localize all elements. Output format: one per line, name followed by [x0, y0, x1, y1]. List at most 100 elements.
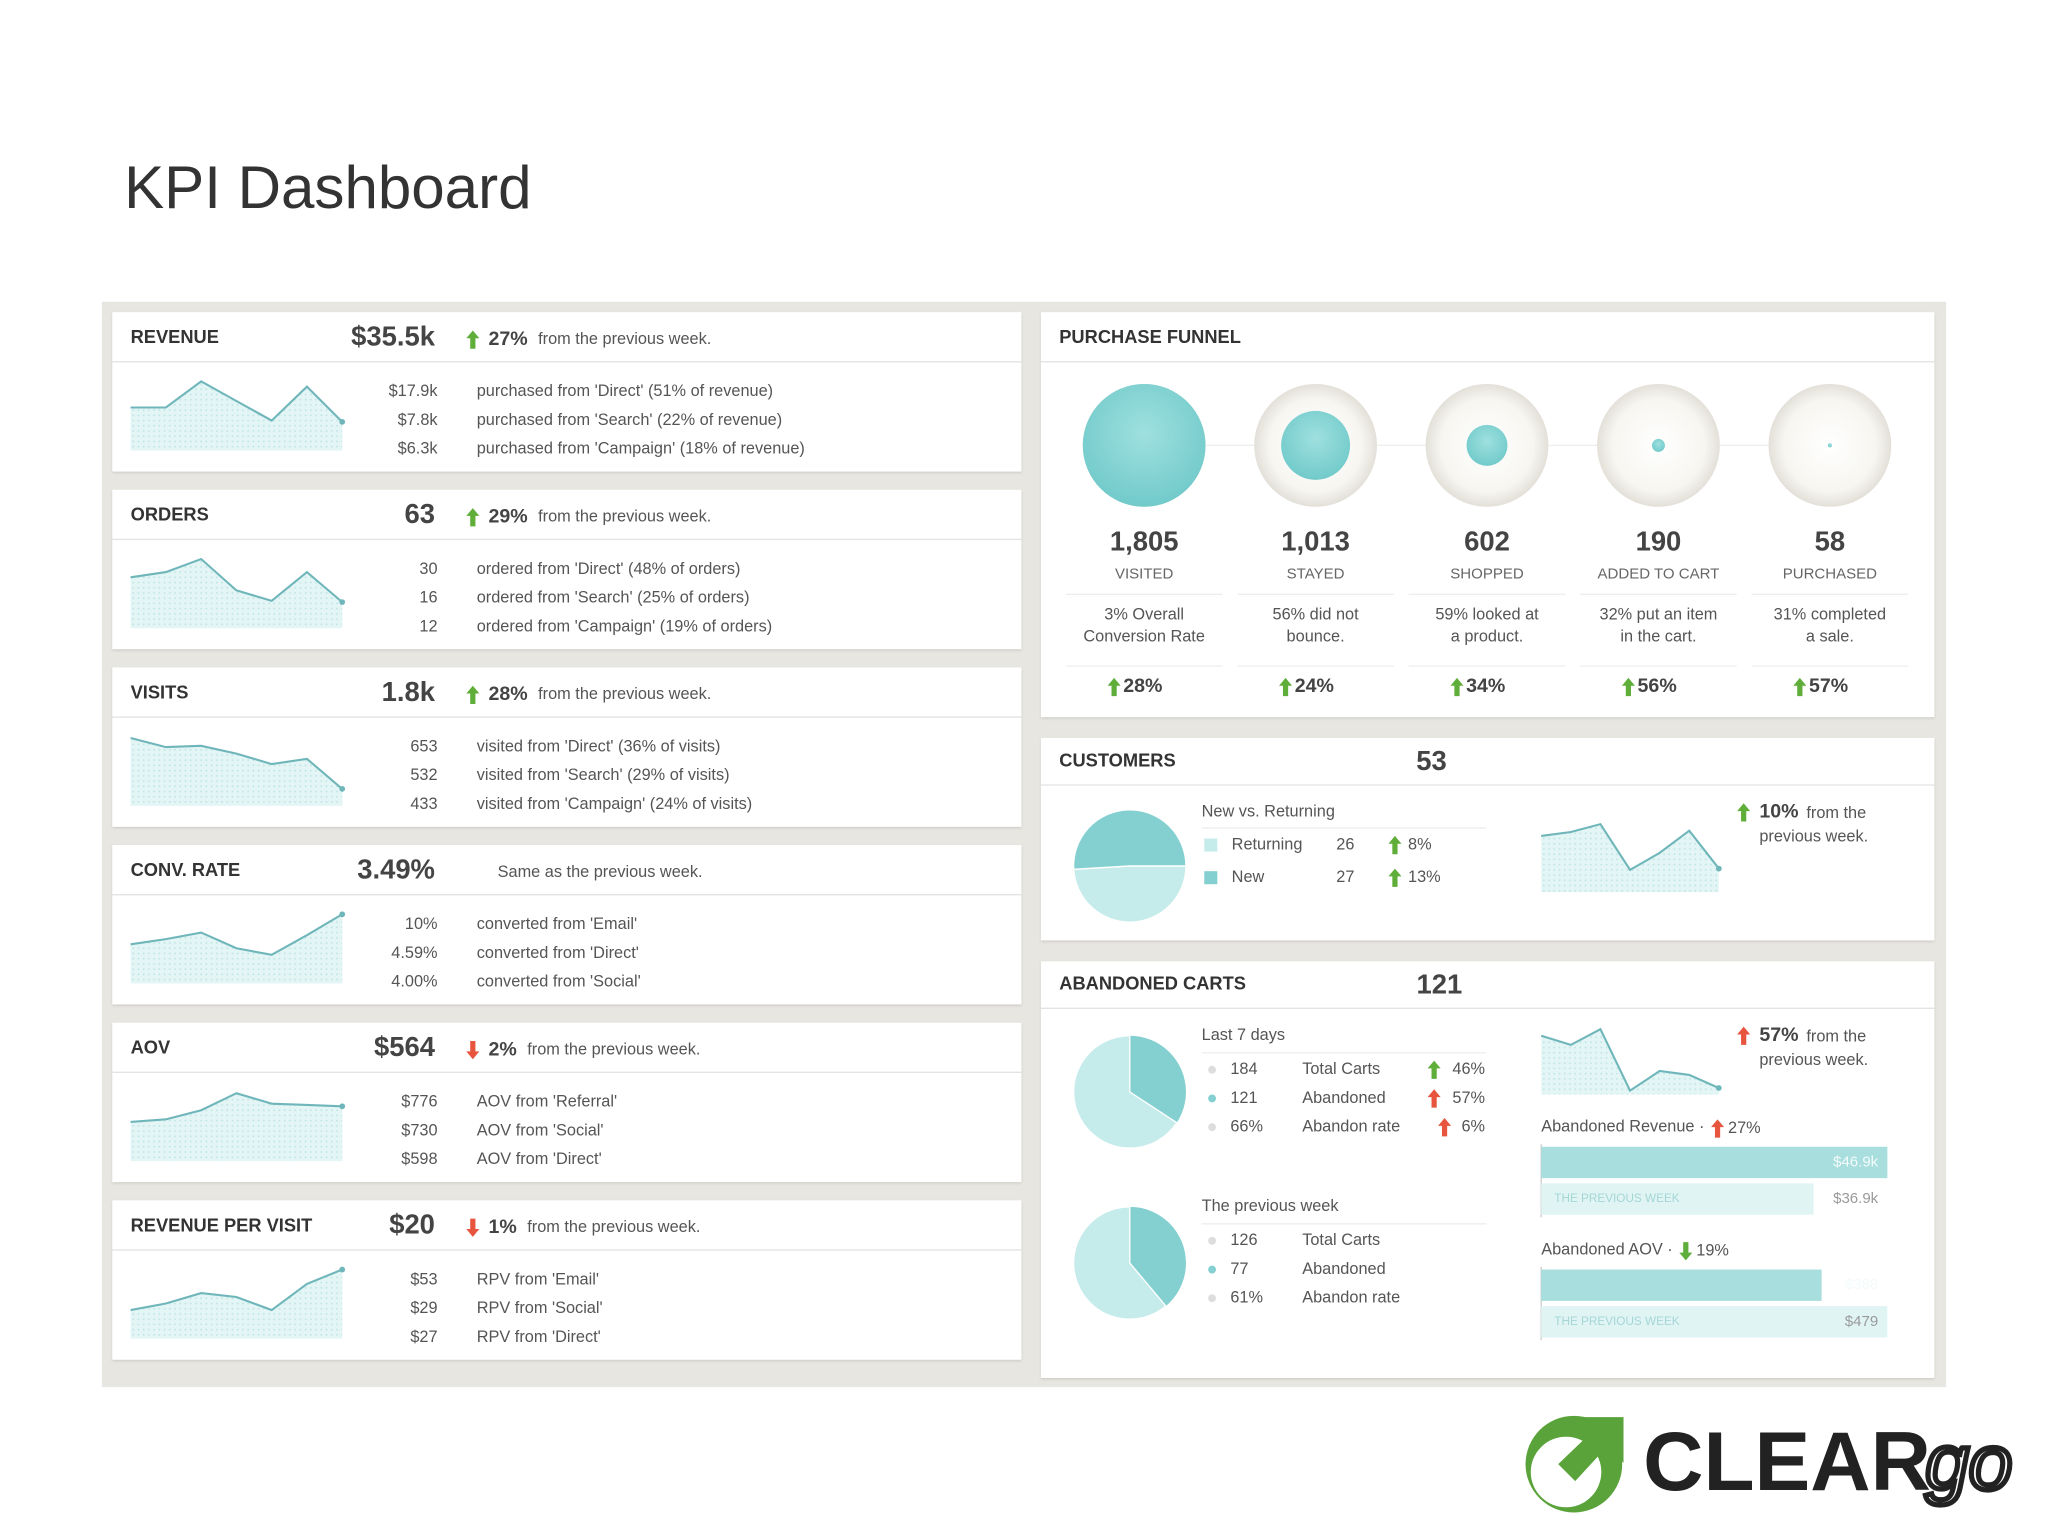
funnel-note: 31% completed — [1774, 605, 1886, 623]
row-value: 77 — [1230, 1260, 1248, 1278]
kpi-note: from the previous week. — [538, 508, 711, 526]
trend-arrow — [1427, 1089, 1441, 1108]
breakdown-label: purchased from 'Direct' (51% of revenue) — [477, 382, 773, 400]
kpi-note: from the previous week. — [538, 685, 711, 703]
funnel-note: a product. — [1451, 628, 1524, 646]
sparkline-end — [339, 1103, 346, 1110]
breakdown-value: 10% — [405, 915, 438, 933]
sparkline-end — [339, 599, 346, 605]
bar-name: THE PREVIOUS WEEK — [1554, 1315, 1680, 1328]
breakdown-value: $29 — [410, 1299, 437, 1317]
funnel-circle — [1651, 438, 1665, 452]
sparkline-area — [130, 1093, 343, 1162]
breakdown-value: 433 — [410, 795, 437, 813]
trend-arrow — [1737, 1026, 1751, 1045]
funnel-count: 190 — [1636, 526, 1682, 557]
sparkline-area — [130, 737, 343, 806]
trend-arrow — [1711, 1119, 1725, 1138]
trend-arrow — [1679, 1242, 1693, 1261]
customers-panel — [1040, 737, 1935, 941]
sparkline-end — [339, 911, 346, 918]
kpi-note: from the previous week. — [538, 330, 711, 348]
trend-arrow — [466, 1040, 480, 1060]
legend-dot — [1208, 1094, 1216, 1103]
trend-arrow — [1388, 868, 1402, 887]
metric-change: 19% — [1696, 1242, 1729, 1260]
funnel-note: Conversion Rate — [1083, 628, 1205, 646]
metric-label: Abandoned AOV · — [1541, 1240, 1673, 1258]
legend-dot — [1208, 1123, 1216, 1132]
bar-label: $388 — [1845, 1276, 1878, 1293]
sparkline — [130, 1268, 343, 1312]
kpi-name: CONV. RATE — [131, 859, 241, 880]
sparkline-area — [130, 381, 343, 451]
trend-arrow — [1793, 677, 1807, 697]
panel-title: ABANDONED CARTS — [1059, 973, 1246, 994]
funnel-label: VISITED — [1115, 566, 1174, 583]
trend-arrow — [1107, 677, 1121, 697]
logo-text: CLEAR — [1643, 1414, 1931, 1508]
page-title: KPI Dashboard — [124, 154, 531, 221]
kpi-note: from the previous week. — [527, 1040, 700, 1058]
row-label: Abandoned — [1302, 1260, 1385, 1278]
panel-title: CUSTOMERS — [1059, 749, 1175, 770]
breakdown-value: $776 — [401, 1093, 437, 1111]
breakdown-label: AOV from 'Referral' — [477, 1093, 617, 1111]
row-label: Total Carts — [1302, 1231, 1380, 1249]
trend-arrow — [1737, 803, 1751, 822]
panel-total: 121 — [1416, 968, 1462, 999]
bar — [1541, 1183, 1814, 1215]
funnel-note: 56% did not — [1273, 605, 1360, 623]
row-value: 121 — [1230, 1089, 1257, 1107]
breakdown-label: converted from 'Social' — [477, 973, 641, 991]
row-label: Abandon rate — [1302, 1289, 1400, 1307]
funnel-count: 1,805 — [1110, 526, 1179, 557]
funnel-circle — [1082, 384, 1206, 507]
sparkline-area — [1541, 1029, 1719, 1095]
sparkline-end — [1715, 1085, 1722, 1091]
funnel-circle — [1466, 424, 1508, 466]
funnel-count: 602 — [1464, 526, 1510, 557]
funnel-label: SHOPPED — [1450, 566, 1524, 583]
row-value: 126 — [1230, 1231, 1257, 1249]
breakdown-value: 30 — [419, 560, 437, 578]
funnel-change: 57% — [1809, 675, 1848, 697]
sparkline-area — [1541, 824, 1719, 893]
logo-tail: go — [1925, 1418, 2012, 1506]
sparkline — [130, 557, 343, 603]
kpi-name: AOV — [131, 1037, 171, 1058]
breakdown-value: 4.00% — [391, 973, 437, 991]
change-note: previous week. — [1759, 828, 1868, 846]
change-note: from the — [1806, 804, 1866, 822]
funnel-note: a sale. — [1806, 628, 1854, 646]
breakdown-label: RPV from 'Social' — [477, 1299, 603, 1317]
funnel-change: 28% — [1123, 675, 1162, 697]
breakdown-label: ordered from 'Campaign' (19% of orders) — [477, 617, 772, 635]
change-note: previous week. — [1759, 1051, 1868, 1069]
funnel-circle — [1827, 443, 1832, 448]
kpi-change: 27% — [488, 328, 527, 350]
bar-label: $36.9k — [1833, 1190, 1879, 1207]
breakdown-value: $598 — [401, 1150, 437, 1168]
kpi-note: Same as the previous week. — [498, 863, 703, 881]
pie-slice — [1073, 1206, 1167, 1320]
row-label: Abandon rate — [1302, 1117, 1400, 1135]
breakdown-value: 12 — [419, 617, 437, 635]
breakdown-value: $27 — [410, 1328, 437, 1346]
sparkline — [130, 913, 343, 956]
bar — [1541, 1306, 1888, 1338]
legend-dot — [1208, 1294, 1216, 1303]
legend-swatch — [1204, 838, 1218, 852]
period-label: The previous week — [1202, 1197, 1340, 1215]
funnel-count: 58 — [1815, 526, 1845, 557]
panel-title: PURCHASE FUNNEL — [1059, 326, 1241, 347]
breakdown-label: RPV from 'Direct' — [477, 1328, 601, 1346]
row-change: 46% — [1452, 1060, 1485, 1078]
kpi-value: 1.8k — [382, 676, 436, 707]
kpi-change: 1% — [488, 1216, 516, 1238]
sparkline — [1540, 1027, 1720, 1093]
logo-icon — [1525, 1415, 1624, 1513]
breakdown-value: 4.59% — [391, 944, 437, 962]
funnel-note: in the cart. — [1620, 628, 1696, 646]
